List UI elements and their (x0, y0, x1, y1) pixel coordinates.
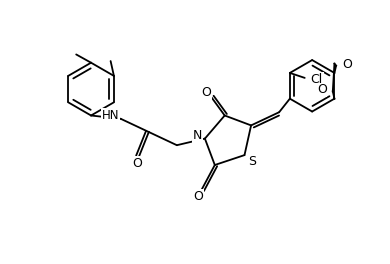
Text: N: N (193, 129, 202, 143)
Text: O: O (193, 190, 203, 203)
Text: O: O (132, 157, 142, 170)
Text: S: S (248, 154, 256, 168)
Text: O: O (342, 58, 352, 70)
Text: HN: HN (102, 109, 119, 122)
Text: Cl: Cl (311, 73, 323, 86)
Text: O: O (202, 86, 211, 99)
Text: O: O (317, 83, 327, 96)
